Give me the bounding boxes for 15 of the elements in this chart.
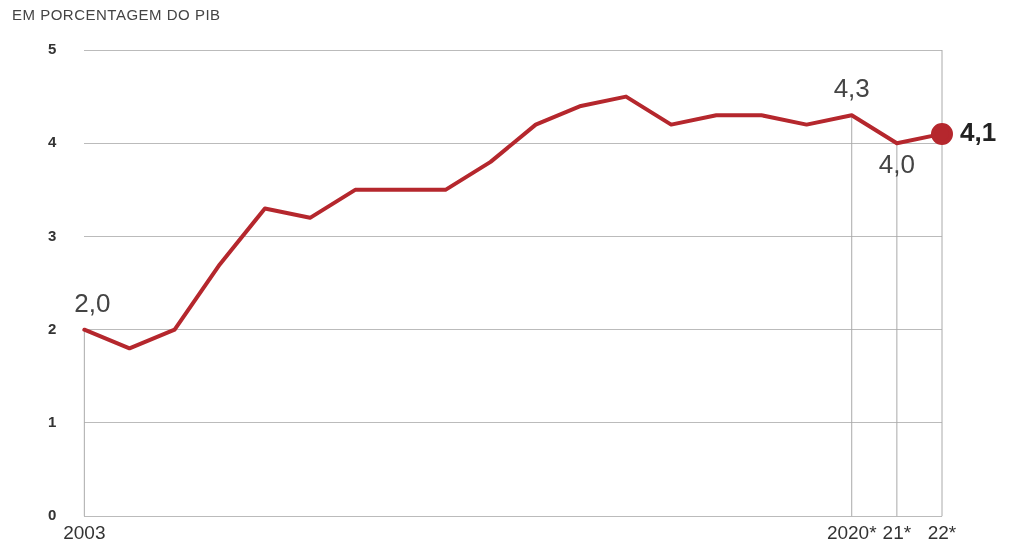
y-tick-label: 0 bbox=[48, 506, 57, 524]
y-tick-label: 3 bbox=[48, 226, 57, 244]
y-tick-label: 1 bbox=[48, 413, 57, 431]
data-label: 2,0 bbox=[74, 287, 111, 318]
data-label: 4,0 bbox=[878, 149, 915, 180]
x-tick-label: 2020* bbox=[826, 521, 878, 543]
y-tick-label: 5 bbox=[48, 40, 57, 58]
x-tick-label: 21* bbox=[882, 521, 912, 543]
data-label: 4,3 bbox=[833, 73, 870, 104]
y-tick-label: 4 bbox=[48, 133, 57, 151]
x-tick-label: 2003 bbox=[63, 521, 106, 543]
y-tick-label: 2 bbox=[48, 319, 57, 337]
chart-subtitle: EM PORCENTAGEM DO PIB bbox=[12, 6, 221, 23]
data-label: 4,1 bbox=[960, 117, 997, 148]
x-tick-label: 22* bbox=[927, 521, 957, 543]
